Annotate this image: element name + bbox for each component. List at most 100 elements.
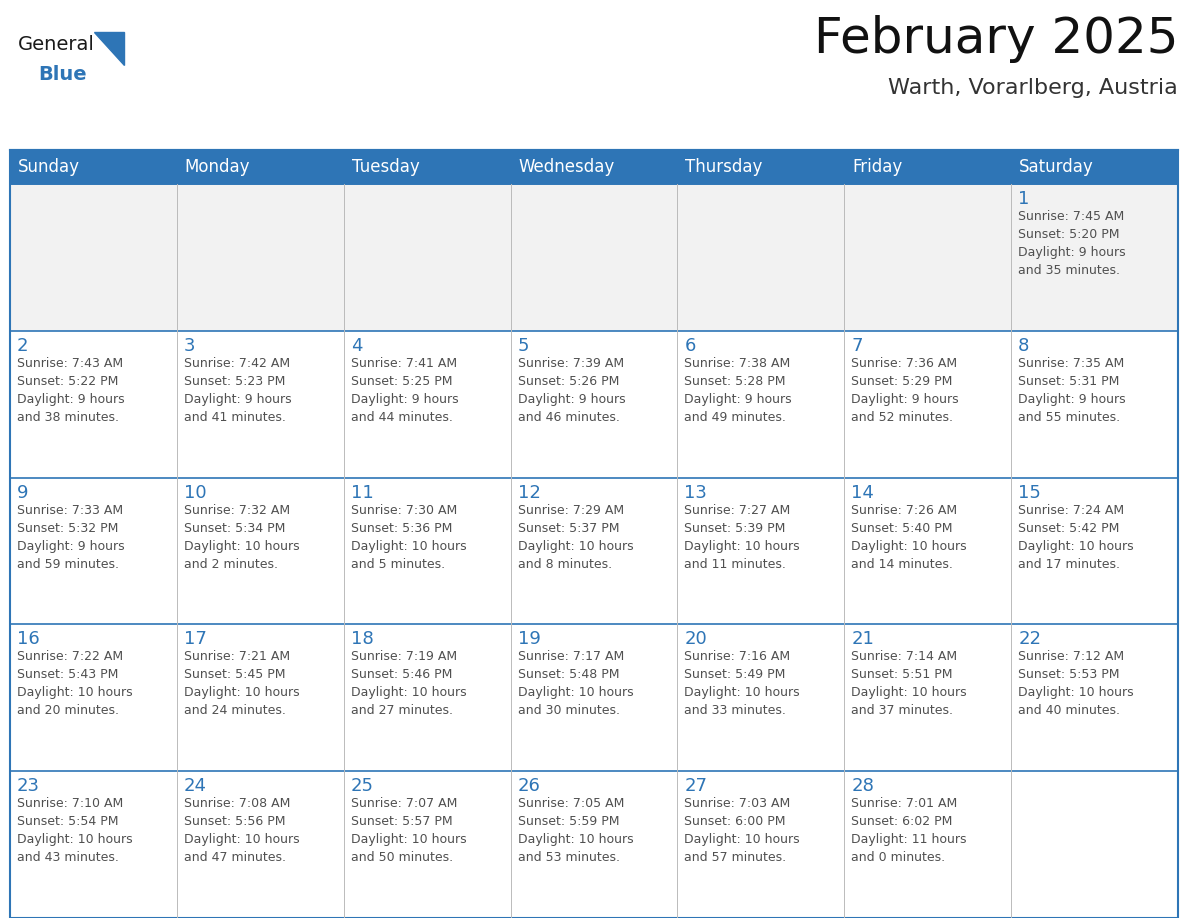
Text: 18: 18: [350, 631, 373, 648]
Text: Sunrise: 7:33 AM
Sunset: 5:32 PM
Daylight: 9 hours
and 59 minutes.: Sunrise: 7:33 AM Sunset: 5:32 PM Dayligh…: [17, 504, 125, 571]
Text: 19: 19: [518, 631, 541, 648]
Bar: [10, 624, 177, 771]
Text: Sunrise: 7:30 AM
Sunset: 5:36 PM
Daylight: 10 hours
and 5 minutes.: Sunrise: 7:30 AM Sunset: 5:36 PM Dayligh…: [350, 504, 467, 571]
Bar: [10, 150, 1178, 918]
Text: 1: 1: [1018, 190, 1030, 208]
Text: Sunrise: 7:26 AM
Sunset: 5:40 PM
Daylight: 10 hours
and 14 minutes.: Sunrise: 7:26 AM Sunset: 5:40 PM Dayligh…: [852, 504, 967, 571]
Text: 26: 26: [518, 778, 541, 795]
Text: Sunrise: 7:10 AM
Sunset: 5:54 PM
Daylight: 10 hours
and 43 minutes.: Sunrise: 7:10 AM Sunset: 5:54 PM Dayligh…: [17, 797, 133, 864]
Bar: [10, 771, 177, 918]
Text: Sunrise: 7:45 AM
Sunset: 5:20 PM
Daylight: 9 hours
and 35 minutes.: Sunrise: 7:45 AM Sunset: 5:20 PM Dayligh…: [1018, 210, 1126, 277]
Bar: [845, 477, 1011, 624]
Text: 5: 5: [518, 337, 529, 354]
Text: General: General: [18, 35, 95, 54]
Text: Sunrise: 7:27 AM
Sunset: 5:39 PM
Daylight: 10 hours
and 11 minutes.: Sunrise: 7:27 AM Sunset: 5:39 PM Dayligh…: [684, 504, 800, 571]
Bar: [845, 624, 1011, 771]
Text: Blue: Blue: [38, 65, 87, 84]
Text: Sunrise: 7:16 AM
Sunset: 5:49 PM
Daylight: 10 hours
and 33 minutes.: Sunrise: 7:16 AM Sunset: 5:49 PM Dayligh…: [684, 650, 800, 717]
Bar: [177, 771, 343, 918]
Bar: [10, 477, 177, 624]
Text: Sunrise: 7:08 AM
Sunset: 5:56 PM
Daylight: 10 hours
and 47 minutes.: Sunrise: 7:08 AM Sunset: 5:56 PM Dayligh…: [184, 797, 299, 864]
Text: 17: 17: [184, 631, 207, 648]
Bar: [1011, 184, 1178, 330]
Text: 25: 25: [350, 778, 374, 795]
Text: 9: 9: [17, 484, 29, 501]
Text: 13: 13: [684, 484, 707, 501]
Bar: [677, 477, 845, 624]
Text: 15: 15: [1018, 484, 1041, 501]
Bar: [511, 184, 677, 330]
Text: Sunrise: 7:22 AM
Sunset: 5:43 PM
Daylight: 10 hours
and 20 minutes.: Sunrise: 7:22 AM Sunset: 5:43 PM Dayligh…: [17, 650, 133, 717]
Bar: [845, 330, 1011, 477]
Text: 6: 6: [684, 337, 696, 354]
Text: Sunrise: 7:05 AM
Sunset: 5:59 PM
Daylight: 10 hours
and 53 minutes.: Sunrise: 7:05 AM Sunset: 5:59 PM Dayligh…: [518, 797, 633, 864]
Text: 16: 16: [17, 631, 39, 648]
Text: Sunrise: 7:14 AM
Sunset: 5:51 PM
Daylight: 10 hours
and 37 minutes.: Sunrise: 7:14 AM Sunset: 5:51 PM Dayligh…: [852, 650, 967, 717]
Bar: [677, 150, 845, 184]
Bar: [1011, 477, 1178, 624]
Bar: [511, 477, 677, 624]
Text: 8: 8: [1018, 337, 1030, 354]
Text: Sunrise: 7:32 AM
Sunset: 5:34 PM
Daylight: 10 hours
and 2 minutes.: Sunrise: 7:32 AM Sunset: 5:34 PM Dayligh…: [184, 504, 299, 571]
Bar: [1011, 150, 1178, 184]
Bar: [511, 771, 677, 918]
Text: 11: 11: [350, 484, 373, 501]
Text: Sunrise: 7:42 AM
Sunset: 5:23 PM
Daylight: 9 hours
and 41 minutes.: Sunrise: 7:42 AM Sunset: 5:23 PM Dayligh…: [184, 357, 291, 424]
Text: 10: 10: [184, 484, 207, 501]
Bar: [677, 624, 845, 771]
Text: 2: 2: [17, 337, 29, 354]
Text: Friday: Friday: [852, 158, 903, 176]
Text: Tuesday: Tuesday: [352, 158, 419, 176]
Bar: [1011, 771, 1178, 918]
Bar: [845, 771, 1011, 918]
Bar: [177, 184, 343, 330]
Bar: [177, 330, 343, 477]
Polygon shape: [94, 32, 124, 65]
Text: Saturday: Saturday: [1019, 158, 1094, 176]
Text: Sunrise: 7:24 AM
Sunset: 5:42 PM
Daylight: 10 hours
and 17 minutes.: Sunrise: 7:24 AM Sunset: 5:42 PM Dayligh…: [1018, 504, 1133, 571]
Bar: [10, 184, 177, 330]
Text: Thursday: Thursday: [685, 158, 763, 176]
Bar: [845, 184, 1011, 330]
Text: Sunrise: 7:17 AM
Sunset: 5:48 PM
Daylight: 10 hours
and 30 minutes.: Sunrise: 7:17 AM Sunset: 5:48 PM Dayligh…: [518, 650, 633, 717]
Text: 4: 4: [350, 337, 362, 354]
Text: Sunrise: 7:41 AM
Sunset: 5:25 PM
Daylight: 9 hours
and 44 minutes.: Sunrise: 7:41 AM Sunset: 5:25 PM Dayligh…: [350, 357, 459, 424]
Bar: [1011, 624, 1178, 771]
Text: Sunrise: 7:01 AM
Sunset: 6:02 PM
Daylight: 11 hours
and 0 minutes.: Sunrise: 7:01 AM Sunset: 6:02 PM Dayligh…: [852, 797, 967, 864]
Text: 28: 28: [852, 778, 874, 795]
Bar: [1011, 330, 1178, 477]
Text: 14: 14: [852, 484, 874, 501]
Text: 7: 7: [852, 337, 862, 354]
Text: Sunrise: 7:07 AM
Sunset: 5:57 PM
Daylight: 10 hours
and 50 minutes.: Sunrise: 7:07 AM Sunset: 5:57 PM Dayligh…: [350, 797, 467, 864]
Bar: [511, 150, 677, 184]
Text: Sunrise: 7:29 AM
Sunset: 5:37 PM
Daylight: 10 hours
and 8 minutes.: Sunrise: 7:29 AM Sunset: 5:37 PM Dayligh…: [518, 504, 633, 571]
Bar: [343, 150, 511, 184]
Text: Sunrise: 7:19 AM
Sunset: 5:46 PM
Daylight: 10 hours
and 27 minutes.: Sunrise: 7:19 AM Sunset: 5:46 PM Dayligh…: [350, 650, 467, 717]
Text: 27: 27: [684, 778, 707, 795]
Text: #1A1A1A: #1A1A1A: [18, 28, 25, 30]
Text: Sunrise: 7:38 AM
Sunset: 5:28 PM
Daylight: 9 hours
and 49 minutes.: Sunrise: 7:38 AM Sunset: 5:28 PM Dayligh…: [684, 357, 792, 424]
Text: 23: 23: [17, 778, 40, 795]
Text: Sunrise: 7:35 AM
Sunset: 5:31 PM
Daylight: 9 hours
and 55 minutes.: Sunrise: 7:35 AM Sunset: 5:31 PM Dayligh…: [1018, 357, 1126, 424]
Text: Sunday: Sunday: [18, 158, 80, 176]
Text: Warth, Vorarlberg, Austria: Warth, Vorarlberg, Austria: [889, 78, 1178, 98]
Text: Wednesday: Wednesday: [519, 158, 615, 176]
Text: 3: 3: [184, 337, 195, 354]
Text: 22: 22: [1018, 631, 1041, 648]
Text: Sunrise: 7:21 AM
Sunset: 5:45 PM
Daylight: 10 hours
and 24 minutes.: Sunrise: 7:21 AM Sunset: 5:45 PM Dayligh…: [184, 650, 299, 717]
Text: 21: 21: [852, 631, 874, 648]
Bar: [10, 150, 177, 184]
Bar: [845, 150, 1011, 184]
Bar: [177, 150, 343, 184]
Bar: [511, 624, 677, 771]
Text: Sunrise: 7:39 AM
Sunset: 5:26 PM
Daylight: 9 hours
and 46 minutes.: Sunrise: 7:39 AM Sunset: 5:26 PM Dayligh…: [518, 357, 625, 424]
Text: Sunrise: 7:12 AM
Sunset: 5:53 PM
Daylight: 10 hours
and 40 minutes.: Sunrise: 7:12 AM Sunset: 5:53 PM Dayligh…: [1018, 650, 1133, 717]
Bar: [343, 624, 511, 771]
Bar: [343, 184, 511, 330]
Bar: [343, 330, 511, 477]
Text: Sunrise: 7:03 AM
Sunset: 6:00 PM
Daylight: 10 hours
and 57 minutes.: Sunrise: 7:03 AM Sunset: 6:00 PM Dayligh…: [684, 797, 800, 864]
Bar: [677, 184, 845, 330]
Bar: [677, 330, 845, 477]
Text: Sunrise: 7:36 AM
Sunset: 5:29 PM
Daylight: 9 hours
and 52 minutes.: Sunrise: 7:36 AM Sunset: 5:29 PM Dayligh…: [852, 357, 959, 424]
Text: Sunrise: 7:43 AM
Sunset: 5:22 PM
Daylight: 9 hours
and 38 minutes.: Sunrise: 7:43 AM Sunset: 5:22 PM Dayligh…: [17, 357, 125, 424]
